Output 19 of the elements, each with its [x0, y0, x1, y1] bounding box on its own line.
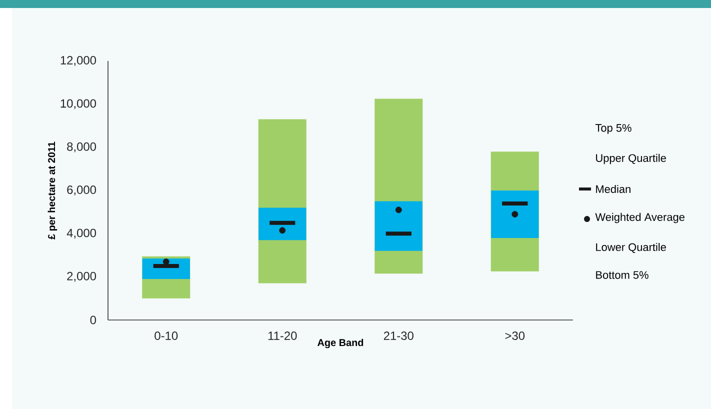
x-tick-label: 21-30: [384, 332, 414, 340]
x-tick-label: 11-20: [268, 332, 297, 340]
y-tick-label: 12,000: [60, 56, 96, 66]
y-axis-title: £ per hectare at 2011: [48, 142, 58, 240]
x-tick-label: 0-10: [154, 332, 178, 340]
x-axis-title: Age Band: [318, 338, 364, 348]
y-tick-label: 4,000: [66, 228, 96, 239]
y-tick-label: 8,000: [67, 142, 96, 152]
x-tick-label: >30: [505, 332, 525, 340]
text: Weighted Average: [595, 212, 684, 224]
y-tick-label: 2,000: [67, 272, 96, 282]
text: Lower Quartile: [596, 242, 666, 253]
y-tick-label: 10,000: [60, 99, 96, 110]
text: Upper Quartile: [596, 154, 666, 164]
y-tick-label: 6,000: [67, 186, 96, 196]
text: Median: [596, 184, 630, 194]
text: Top 5%: [595, 124, 632, 134]
y-tick-label: 0: [90, 316, 96, 324]
text: Bottom 5%: [596, 271, 648, 279]
